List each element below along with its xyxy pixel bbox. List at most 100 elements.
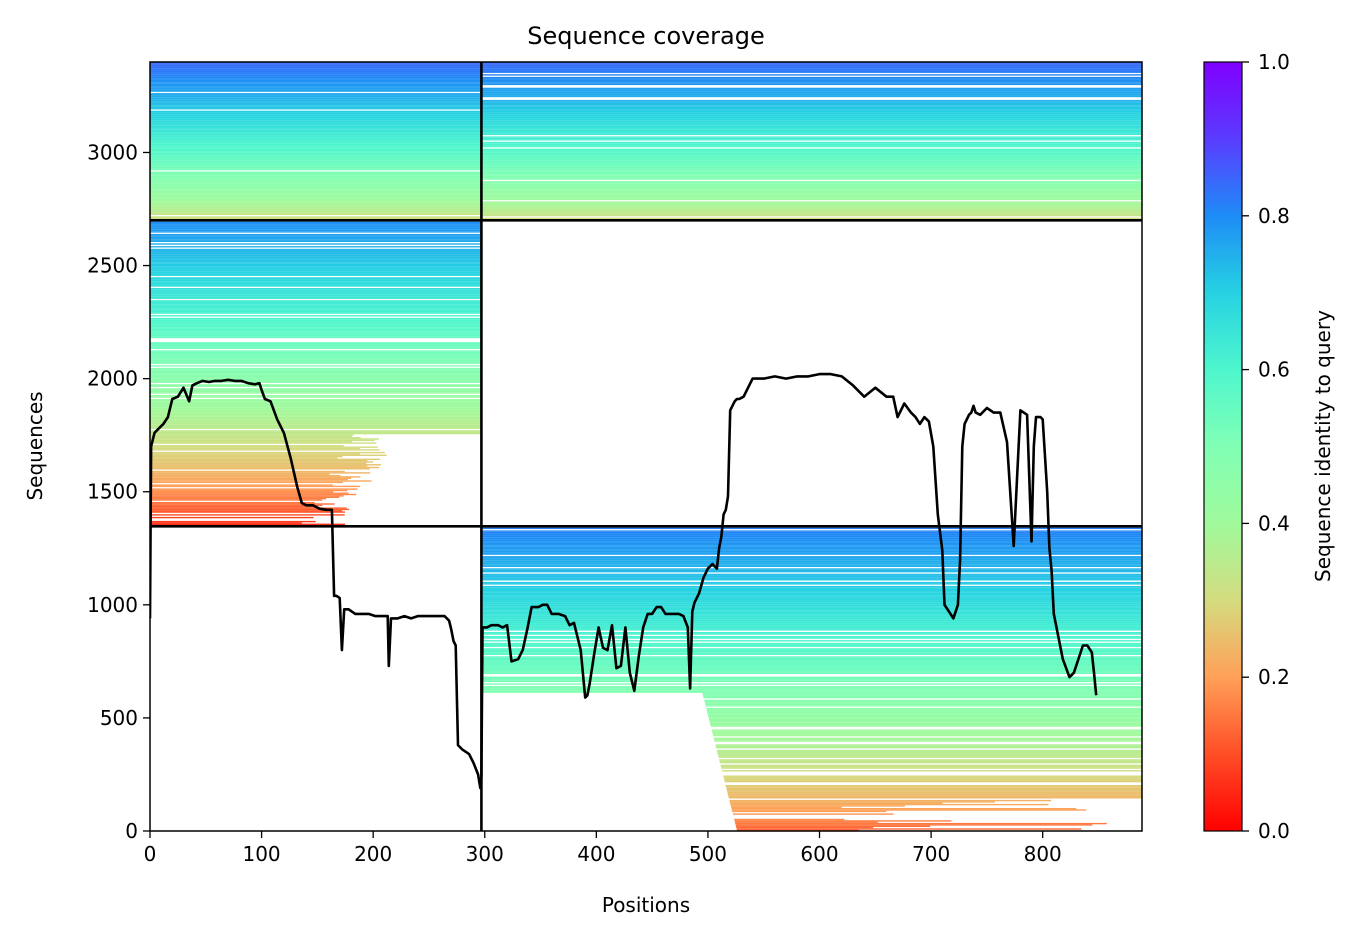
heatmap-row: [150, 183, 482, 186]
heatmap-row: [150, 117, 482, 119]
heatmap-row: [718, 756, 1142, 758]
heatmap-row: [150, 167, 482, 169]
heatmap-row: [481, 659, 1142, 661]
heatmap-row: [150, 493, 357, 496]
heatmap-row: [150, 353, 482, 355]
heatmap-row: [481, 676, 1142, 678]
coverage-heatmap: [150, 62, 1142, 831]
heatmap-row: [703, 695, 1142, 697]
heatmap-row: [481, 627, 1142, 630]
heatmap-row: [150, 105, 482, 107]
heatmap-row: [150, 143, 482, 145]
heatmap-row: [150, 171, 482, 173]
heatmap-row: [720, 764, 1142, 767]
heatmap-row: [150, 71, 482, 73]
y-axis-ticks: 0 500 1000 1500 2000 2500 3000: [87, 140, 150, 843]
heatmap-row: [481, 114, 1142, 117]
heatmap-row: [150, 351, 482, 354]
heatmap-row: [708, 714, 1142, 716]
heatmap-row: [150, 213, 482, 215]
heatmap-row: [150, 446, 378, 448]
heatmap-row: [481, 121, 1142, 123]
heatmap-row: [150, 260, 482, 263]
heatmap-row: [150, 390, 482, 393]
heatmap-row: [150, 274, 482, 276]
heatmap-row: [728, 795, 1142, 798]
heatmap-row: [150, 223, 482, 225]
heatmap-row: [481, 204, 1142, 206]
heatmap-row: [150, 132, 482, 134]
heatmap-row: [150, 350, 482, 352]
heatmap-row: [150, 156, 482, 159]
heatmap-row: [150, 228, 482, 230]
heatmap-row: [150, 408, 482, 410]
heatmap-row: [729, 801, 995, 803]
heatmap-row: [481, 151, 1142, 153]
heatmap-row: [150, 158, 482, 160]
heatmap-row: [481, 562, 1142, 565]
heatmap-row: [150, 155, 482, 157]
heatmap-row: [481, 543, 1142, 546]
heatmap-row: [481, 602, 1142, 604]
heatmap-row: [150, 347, 482, 349]
heatmap-row: [481, 604, 1142, 607]
plot-frame: [149, 61, 1143, 832]
y-tick-label: 2500: [87, 254, 138, 278]
heatmap-row: [150, 432, 482, 435]
heatmap-row: [150, 206, 482, 209]
heatmap-row: [150, 405, 482, 408]
heatmap-row: [150, 99, 482, 102]
heatmap-row: [707, 711, 1142, 714]
heatmap-row: [481, 99, 1142, 102]
heatmap-row: [150, 447, 360, 450]
heatmap-row: [150, 288, 482, 290]
heatmap-row: [722, 770, 1142, 772]
heatmap-row: [150, 362, 482, 364]
heatmap-row: [150, 154, 482, 156]
heatmap-row: [150, 415, 482, 417]
heatmap-row: [150, 499, 323, 501]
heatmap-row: [150, 262, 482, 264]
heatmap-row: [481, 144, 1142, 146]
x-tick-label: 100: [242, 842, 280, 866]
heatmap-row: [150, 250, 482, 252]
heatmap-row: [703, 696, 1142, 699]
heatmap-row: [150, 163, 482, 165]
heatmap-row: [150, 476, 361, 478]
heatmap-row: [481, 678, 1142, 680]
heatmap-row: [481, 645, 1142, 647]
heatmap-row: [481, 139, 1142, 141]
heatmap-row: [150, 419, 482, 421]
heatmap-row: [150, 464, 381, 466]
heatmap-row: [481, 110, 1142, 113]
heatmap-row: [150, 304, 482, 306]
heatmap-row: [481, 558, 1142, 561]
heatmap-row: [150, 256, 482, 259]
heatmap-row: [150, 89, 482, 91]
heatmap-row: [150, 136, 482, 138]
heatmap-row: [481, 101, 1142, 103]
heatmap-row: [150, 395, 482, 397]
heatmap-row: [150, 269, 482, 271]
chart-title: Sequence coverage: [527, 22, 764, 50]
heatmap-row: [150, 506, 318, 508]
heatmap-row: [730, 805, 905, 807]
heatmap-row: [150, 246, 482, 248]
heatmap-row: [481, 556, 1142, 558]
heatmap-row: [728, 797, 1142, 799]
heatmap-row: [150, 127, 482, 129]
heatmap-row: [150, 468, 370, 470]
heatmap-row: [724, 779, 1142, 781]
heatmap-row: [481, 79, 1142, 81]
heatmap-row: [481, 154, 1142, 156]
heatmap-row: [150, 86, 482, 88]
heatmap-row: [150, 152, 482, 155]
heatmap-row: [481, 657, 1142, 660]
heatmap-row: [150, 186, 482, 188]
heatmap-row: [150, 201, 482, 203]
heatmap-row: [150, 193, 482, 195]
heatmap-row: [725, 785, 1142, 787]
heatmap-row: [150, 70, 482, 72]
y-tick-label: 2000: [87, 367, 138, 391]
heatmap-row: [481, 590, 1142, 592]
